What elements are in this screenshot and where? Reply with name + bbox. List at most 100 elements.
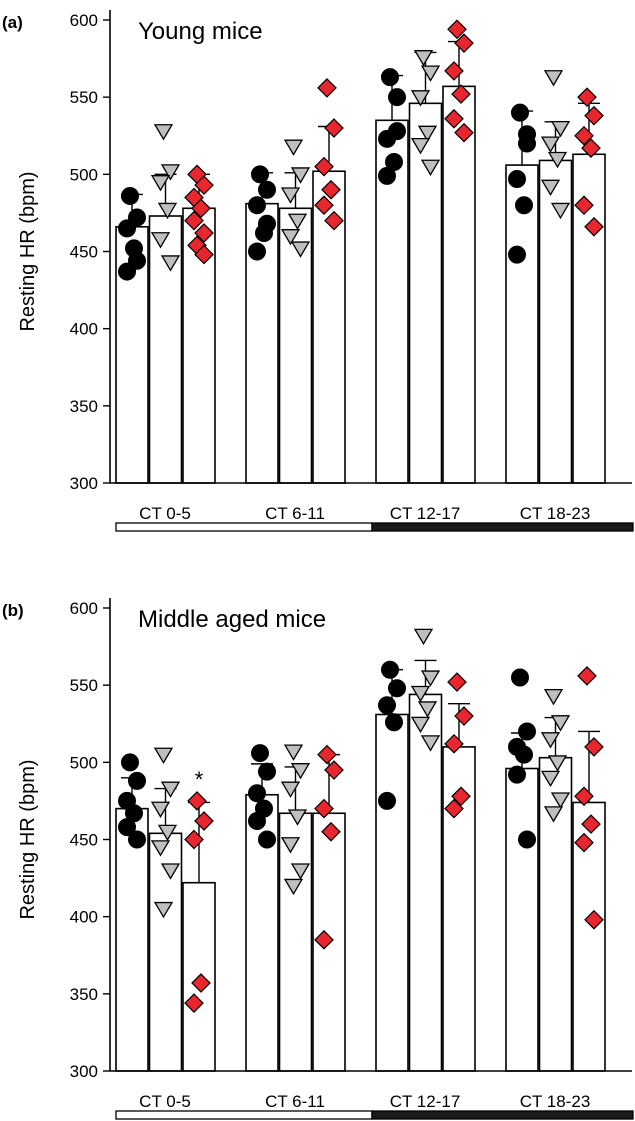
data-point [584, 105, 604, 126]
data-point [518, 125, 536, 144]
data-point [248, 784, 266, 803]
bar [278, 207, 313, 484]
y-tick-label: 350 [70, 985, 98, 1004]
data-point [550, 121, 571, 138]
data-point [160, 255, 181, 272]
y-tick-label: 600 [70, 599, 98, 618]
data-point [150, 175, 171, 192]
data-point [128, 771, 146, 790]
data-point [511, 668, 529, 687]
panel-letter: (b) [2, 601, 24, 620]
data-point [194, 223, 214, 243]
data-point [381, 68, 399, 87]
data-point [543, 688, 564, 706]
data-point [515, 196, 533, 215]
data-point [511, 103, 529, 122]
data-point [420, 670, 441, 687]
data-point [317, 744, 337, 765]
data-point [194, 244, 214, 265]
data-point [574, 832, 594, 853]
data-point [584, 737, 604, 757]
bar [408, 693, 443, 1072]
data-point [413, 50, 434, 67]
data-point [547, 755, 568, 772]
bar [505, 767, 539, 1072]
data-point [157, 202, 178, 220]
bar [538, 159, 573, 484]
y-tick-label: 400 [70, 320, 98, 339]
data-point [444, 798, 464, 819]
y-axis-label: Resting HR (bpm) [17, 759, 39, 919]
data-point [577, 666, 597, 686]
panel-b: * 300 350 400 450 500 550 600 CT 0-5 CT 6-11 CT 12… [2, 598, 634, 1120]
data-point [410, 90, 431, 107]
y-tick-label: 500 [70, 165, 98, 184]
data-point [290, 241, 311, 258]
bar [148, 832, 183, 1072]
data-point [153, 747, 174, 764]
significance-marker: * [195, 767, 204, 792]
data-point [454, 706, 474, 726]
data-point [420, 65, 441, 82]
data-point [280, 781, 301, 798]
data-point [413, 628, 434, 646]
data-point [574, 125, 594, 146]
light-phase-bar [115, 522, 373, 532]
y-tick-label: 600 [70, 11, 98, 30]
data-point [184, 829, 204, 850]
data-point [324, 118, 344, 138]
y-tick-label: 450 [70, 243, 98, 262]
y-axis-label: Resting HR (bpm) [17, 171, 39, 331]
data-point [543, 806, 564, 823]
data-point [324, 210, 344, 231]
data-point [388, 679, 406, 698]
data-point [251, 744, 269, 763]
data-point [324, 760, 344, 780]
y-tick-label: 450 [70, 831, 98, 850]
data-point [128, 251, 146, 270]
data-point [508, 765, 526, 784]
data-point [248, 811, 266, 830]
x-tick-label: CT 18-23 [520, 504, 591, 523]
bar [375, 713, 409, 1072]
data-point [184, 210, 204, 231]
data-point [248, 242, 266, 261]
data-point [283, 878, 304, 896]
y-tick-label: 350 [70, 397, 98, 416]
data-point [184, 993, 204, 1013]
data-point [388, 88, 406, 107]
data-point [258, 214, 276, 233]
data-point [584, 909, 604, 930]
data-point [378, 166, 396, 185]
panel-a: 300 350 400 450 500 550 600 CT 0-5 CT 6-11 CT 12-… [2, 10, 634, 532]
data-point [150, 232, 171, 249]
data-point [518, 830, 536, 849]
data-point [381, 660, 399, 679]
data-point [550, 202, 571, 220]
x-tick-label: CT 6-11 [265, 1092, 325, 1111]
data-point [417, 125, 438, 143]
data-point [128, 830, 146, 849]
data-point [515, 745, 533, 764]
data-point [157, 824, 178, 842]
data-point [451, 84, 471, 104]
data-point [287, 213, 308, 230]
data-point [444, 61, 464, 81]
data-point [187, 791, 207, 811]
light-phase-bar [115, 1110, 373, 1120]
x-tick-label: CT 18-23 [520, 1092, 591, 1111]
data-point [314, 195, 334, 216]
data-point [444, 733, 464, 754]
data-point [540, 770, 561, 788]
dark-phase-bar [371, 522, 634, 532]
data-point [248, 196, 266, 215]
data-point [518, 722, 536, 741]
data-point [290, 167, 311, 184]
data-point [321, 821, 341, 842]
data-point [160, 781, 181, 798]
data-point [388, 122, 406, 141]
data-point [543, 70, 564, 87]
data-point [283, 744, 304, 761]
data-point [508, 245, 526, 264]
